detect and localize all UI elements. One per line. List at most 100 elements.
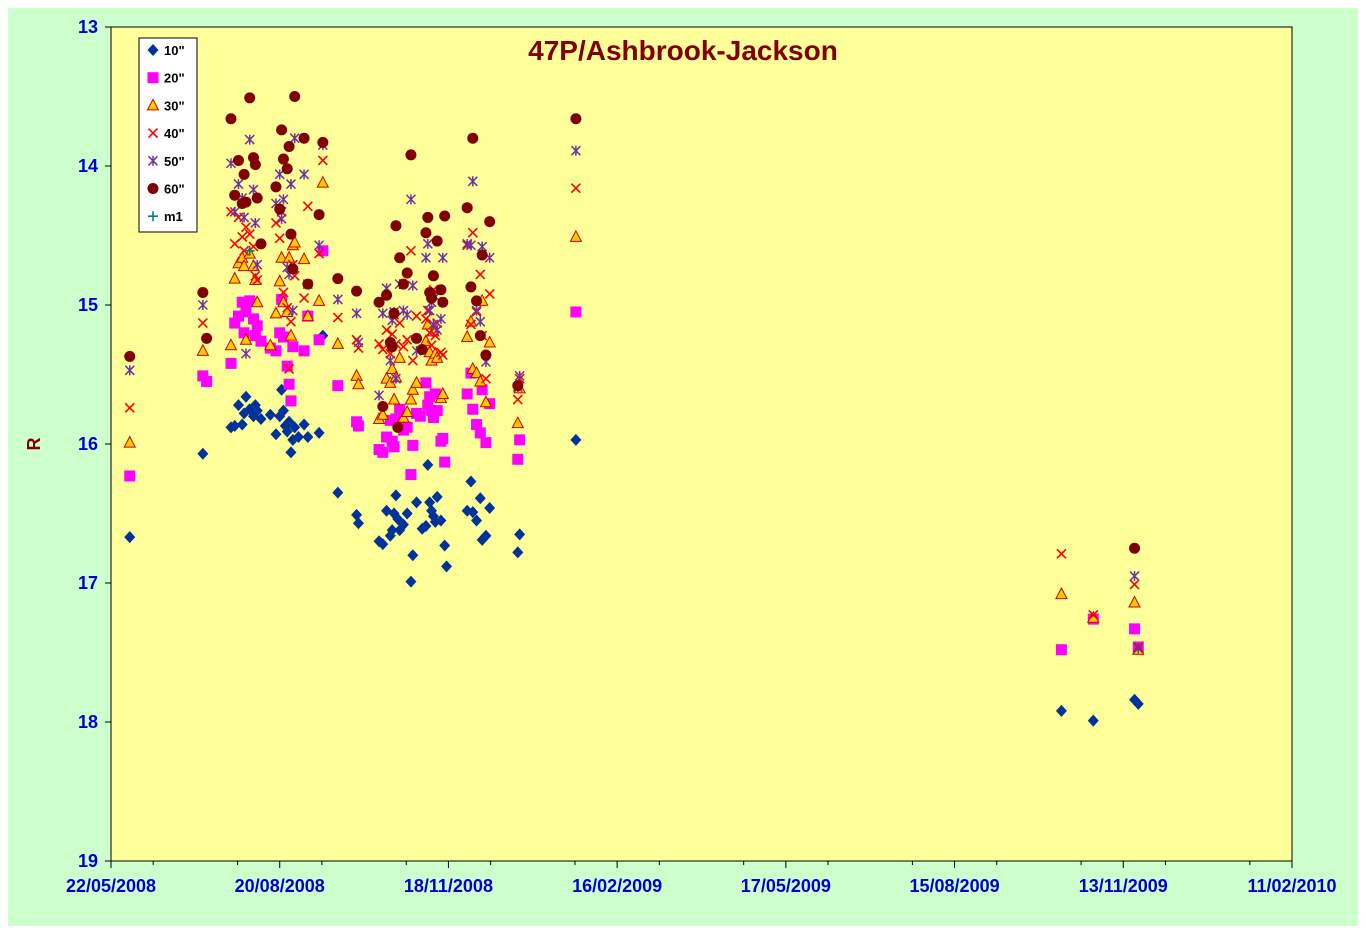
- data-point-40: [424, 327, 435, 338]
- data-point-20: [1055, 644, 1067, 656]
- data-point-20: [439, 456, 451, 468]
- data-point-30: [331, 336, 345, 349]
- data-point-30: [250, 295, 264, 308]
- data-point-40: [394, 318, 405, 329]
- data-point-40: [240, 222, 252, 233]
- data-point-20: [471, 419, 483, 431]
- data-point-10: [386, 524, 398, 537]
- x-tick-label: 13/11/2009: [1079, 876, 1168, 896]
- data-point-20: [384, 414, 396, 426]
- data-point-50: [250, 217, 261, 229]
- data-point-10: [429, 515, 441, 528]
- data-point-60: [437, 296, 449, 308]
- data-point-30: [269, 306, 283, 319]
- data-point-50: [385, 355, 396, 366]
- data-point-30: [376, 407, 390, 420]
- data-point-30: [288, 235, 302, 248]
- data-point-10: [351, 508, 363, 521]
- data-point-30: [410, 375, 423, 388]
- data-point-10: [229, 419, 241, 432]
- data-point-40: [1088, 609, 1099, 621]
- data-point-10: [407, 549, 419, 562]
- data-point-60: [484, 216, 496, 228]
- data-point-30: [400, 404, 414, 418]
- x-tick-label: 15/08/2009: [910, 876, 1000, 896]
- data-point-60: [277, 153, 289, 165]
- data-point-20: [247, 313, 259, 325]
- data-point-40: [270, 217, 282, 229]
- data-point-20: [124, 470, 136, 482]
- data-point-10: [285, 446, 297, 459]
- data-point-10: [427, 510, 439, 523]
- y-tick-label: 19: [78, 851, 98, 871]
- data-point-10: [332, 486, 344, 499]
- data-point-50: [1133, 643, 1144, 654]
- data-point-40: [402, 334, 413, 345]
- data-point-50: [314, 240, 325, 251]
- data-point-10: [251, 404, 263, 417]
- data-point-60: [411, 332, 423, 344]
- data-point-10: [352, 517, 364, 530]
- data-point-20: [512, 453, 524, 465]
- data-point-50: [278, 194, 289, 205]
- data-point-40: [422, 305, 433, 316]
- data-point-10: [240, 390, 252, 403]
- data-point-50: [353, 337, 364, 348]
- data-point-40: [377, 344, 388, 355]
- data-point-30: [275, 250, 288, 263]
- data-point-10: [431, 490, 443, 503]
- data-point-10: [390, 489, 402, 502]
- data-point-20: [388, 441, 400, 453]
- data-point-40: [484, 288, 495, 299]
- legend-label: 20": [164, 71, 185, 86]
- data-point-30: [316, 175, 330, 188]
- data-point-40: [512, 394, 523, 405]
- data-point-40: [475, 269, 486, 280]
- data-point-60: [439, 210, 451, 222]
- data-point-60: [397, 278, 409, 290]
- data-point-50: [514, 370, 525, 381]
- data-point-40: [420, 313, 431, 324]
- axes: 22/05/2008 20/08/2008 18/11/2008 16/02/2009…: [66, 17, 1337, 896]
- data-point-60: [512, 380, 524, 392]
- data-point-20: [467, 403, 479, 415]
- data-point-30: [406, 382, 420, 395]
- data-point-60: [435, 284, 447, 296]
- x-tick-label: 18/11/2008: [404, 876, 493, 896]
- data-point-20: [381, 431, 393, 443]
- data-point-20: [270, 345, 282, 357]
- data-point-20: [249, 330, 261, 342]
- data-point-10: [435, 514, 447, 527]
- data-point-10: [474, 492, 486, 505]
- data-point-50: [465, 240, 476, 251]
- data-point-30: [352, 377, 365, 390]
- data-point-20: [386, 435, 398, 447]
- data-point-60: [416, 343, 428, 355]
- series-10: [124, 329, 1144, 727]
- data-point-60: [251, 192, 263, 204]
- data-point-60: [390, 220, 402, 232]
- data-point-20: [420, 377, 432, 389]
- scatter-chart: 22/05/2008 20/08/2008 18/11/2008 16/02/2009…: [24, 17, 1337, 896]
- data-point-50: [437, 252, 448, 263]
- data-point-10: [270, 428, 282, 441]
- data-point-40: [317, 155, 328, 166]
- data-point-40: [381, 324, 392, 336]
- data-point-10: [232, 399, 244, 412]
- data-point-50: [244, 134, 255, 145]
- data-point-10: [467, 506, 479, 519]
- data-point-20: [570, 306, 582, 318]
- data-point-10: [255, 412, 267, 425]
- data-point-10: [377, 538, 389, 551]
- legend-marker-30: [146, 98, 160, 111]
- data-point-60: [381, 289, 393, 301]
- data-point-10: [264, 408, 276, 421]
- data-point-60: [229, 189, 241, 201]
- data-point-40: [274, 233, 285, 244]
- data-point-20: [480, 437, 492, 449]
- data-point-30: [273, 274, 287, 287]
- data-point-10: [439, 539, 451, 552]
- legend-marker-10: [147, 44, 159, 56]
- data-point-50: [424, 305, 435, 316]
- data-point-60: [281, 163, 293, 175]
